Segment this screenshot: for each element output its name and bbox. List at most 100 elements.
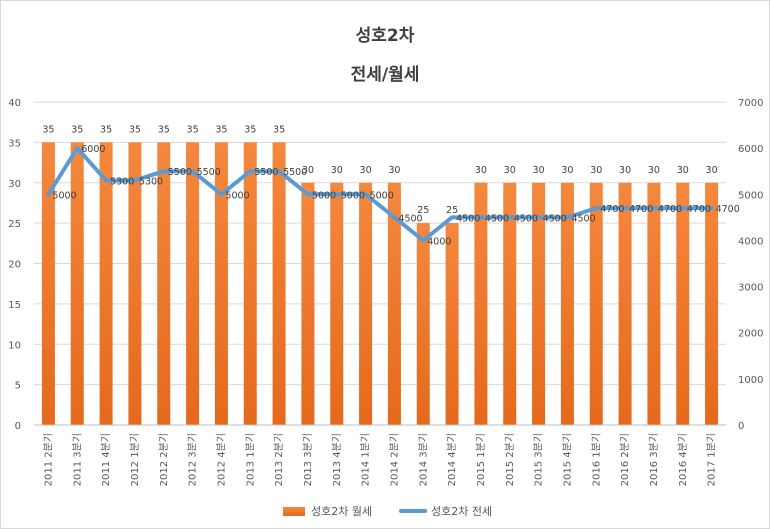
bar-data-label: 30	[360, 165, 372, 176]
bar	[387, 182, 401, 425]
bar	[186, 142, 200, 425]
bar	[503, 182, 517, 425]
x-tick-label: 2014 4분기	[446, 433, 458, 486]
bar	[589, 182, 603, 425]
line-data-label: 5000	[225, 190, 249, 201]
bar	[330, 182, 344, 425]
y-right-tick-label: 1000	[738, 375, 763, 386]
bar	[474, 182, 488, 425]
x-tick-label: 2015 4분기	[561, 433, 573, 486]
bar-data-label: 25	[417, 205, 429, 216]
line-data-label: 4500	[485, 213, 509, 224]
y-right-tick-label: 6000	[738, 144, 763, 155]
bar-data-label: 35	[129, 124, 141, 135]
y-right-tick-label: 7000	[738, 98, 763, 109]
x-tick-label: 2013 3분기	[302, 433, 314, 486]
bar	[41, 142, 55, 425]
bar	[99, 142, 113, 425]
bar-data-label: 30	[475, 165, 487, 176]
y-left-tick-label: 25	[8, 219, 21, 230]
line-point	[681, 206, 685, 210]
bar-data-label: 30	[302, 165, 314, 176]
bar	[560, 182, 574, 425]
x-tick-label: 2016 3분기	[648, 433, 660, 486]
line-data-label: 5500	[197, 167, 221, 178]
y-right-tick-label: 0	[738, 421, 744, 432]
bar	[214, 142, 228, 425]
line-data-label: 4700	[716, 204, 740, 215]
bar-data-label: 30	[388, 165, 400, 176]
line-data-label: 5000	[341, 190, 365, 201]
x-tick-label: 2016 4분기	[677, 433, 689, 486]
y-left-tick-label: 15	[8, 300, 21, 311]
line-data-label: 5000	[312, 190, 336, 201]
x-tick-label: 2015 2분기	[504, 433, 516, 486]
line-data-label: 5300	[110, 176, 134, 187]
bar-data-label: 30	[677, 165, 689, 176]
bar	[70, 142, 84, 425]
line-point	[219, 192, 223, 196]
bar-data-label: 30	[590, 165, 602, 176]
line-point	[162, 169, 166, 173]
x-tick-label: 2014 1분기	[360, 433, 372, 486]
line-data-label: 4700	[600, 204, 624, 215]
line-data-label: 4500	[543, 213, 567, 224]
y-left-tick-label: 0	[15, 421, 21, 432]
x-tick-label: 2012 3분기	[187, 433, 199, 486]
x-tick-label: 2016 1분기	[590, 433, 602, 486]
y-right-tick-label: 5000	[738, 190, 763, 201]
bar	[705, 182, 719, 425]
bar-data-label: 30	[561, 165, 573, 176]
x-tick-label: 2012 4분기	[215, 433, 227, 486]
bar-data-label: 35	[215, 124, 227, 135]
bar	[532, 182, 546, 425]
y-left-tick-label: 30	[8, 179, 21, 190]
y-left-tick-label: 20	[8, 260, 21, 271]
y-left-tick-label: 10	[8, 340, 21, 351]
x-tick-label: 2012 1분기	[129, 433, 141, 486]
line-point	[248, 169, 252, 173]
chart-title: 성호2차	[356, 26, 415, 46]
line-data-label: 5000	[52, 190, 76, 201]
line-data-label: 5000	[370, 190, 394, 201]
data-labels: 35 35 35 35 35 35 35 35 35 30 30 30 30 25 25 30 30 30 30 30…	[42, 124, 739, 247]
line-point	[508, 215, 512, 219]
line-point	[537, 215, 541, 219]
line-point	[450, 215, 454, 219]
y-right-tick-label: 2000	[738, 329, 763, 340]
bar-data-label: 30	[533, 165, 545, 176]
line-point	[623, 206, 627, 210]
line-data-label: 4700	[687, 204, 711, 215]
legend[interactable]: 성호2차 월세 성호2차 전세	[283, 505, 492, 518]
line-data-label: 4500	[456, 213, 480, 224]
x-tick-label: 2014 3분기	[417, 433, 429, 486]
line-data-label: 5500	[254, 167, 278, 178]
x-tick-label: 2011 3분기	[71, 433, 83, 486]
line-point	[479, 215, 483, 219]
axes: 0 5 10 15 20 25 30 35 40 0 1000 2000 3000 4000 5000 600…	[8, 98, 763, 486]
line-point	[421, 238, 425, 242]
line-point	[75, 146, 79, 150]
line-data-label: 4500	[571, 213, 595, 224]
legend-label-monthly: 성호2차 월세	[311, 505, 372, 518]
bar-series	[41, 142, 719, 425]
x-tick-label: 2015 3분기	[533, 433, 545, 486]
bar	[647, 182, 661, 425]
bar	[445, 223, 459, 425]
line-point	[46, 192, 50, 196]
line-point	[306, 192, 310, 196]
line-data-label: 4500	[514, 213, 538, 224]
bar	[301, 182, 315, 425]
bar	[272, 142, 286, 425]
line-series-path	[46, 146, 714, 243]
y-left-tick-label: 35	[8, 138, 21, 149]
line-point	[191, 169, 195, 173]
line-point	[364, 192, 368, 196]
line-point	[277, 169, 281, 173]
y-right-tick-label: 4000	[738, 236, 763, 247]
line-data-label: 5500	[283, 167, 307, 178]
bar	[416, 223, 430, 425]
legend-swatch-bar[interactable]	[283, 507, 305, 516]
line-series	[46, 146, 714, 243]
